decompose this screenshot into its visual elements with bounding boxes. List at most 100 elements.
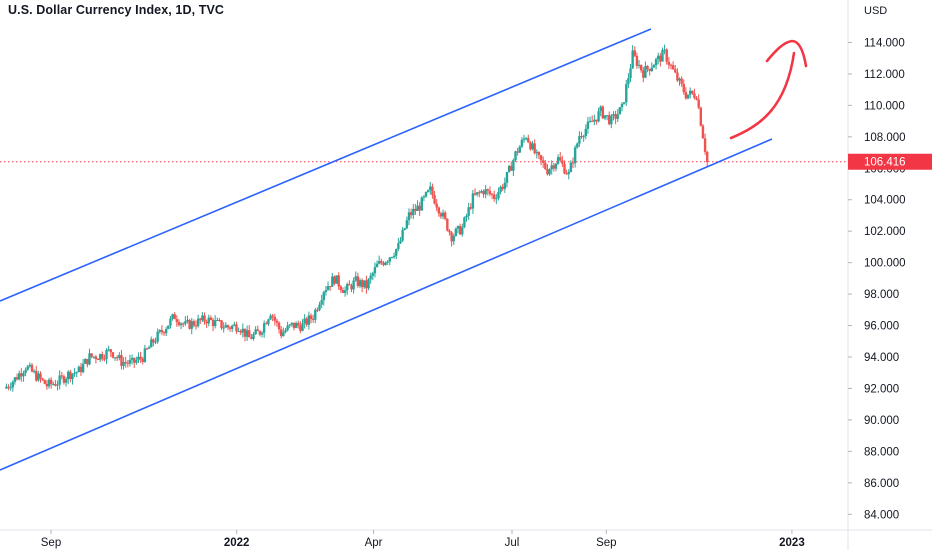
candle-body xyxy=(45,383,49,387)
candle xyxy=(492,190,496,202)
candle xyxy=(657,52,660,65)
candle-body xyxy=(367,279,370,289)
candle-body xyxy=(73,372,76,374)
candle xyxy=(41,377,44,382)
candle xyxy=(541,156,545,168)
candle xyxy=(216,317,219,321)
candle xyxy=(277,321,281,334)
candle xyxy=(179,322,183,330)
candle-body xyxy=(601,106,605,119)
candle-body xyxy=(435,203,438,208)
candle xyxy=(665,48,668,65)
candle-body xyxy=(433,195,436,204)
candle xyxy=(11,380,15,392)
candle-body xyxy=(544,162,547,169)
candle-body xyxy=(584,128,587,137)
candle xyxy=(458,223,462,235)
candle xyxy=(250,333,253,340)
candle-body xyxy=(563,163,566,174)
candle-body xyxy=(98,354,102,360)
candle-body xyxy=(559,157,562,161)
candle-body xyxy=(546,168,549,175)
candle-body xyxy=(348,284,351,286)
drawing-layer[interactable] xyxy=(0,28,808,471)
candle-body xyxy=(314,309,317,320)
candle-body xyxy=(107,349,110,351)
candle xyxy=(213,315,217,329)
candle-body xyxy=(663,49,666,51)
candle xyxy=(111,351,115,359)
candle xyxy=(273,313,277,326)
candle xyxy=(22,370,25,382)
candle xyxy=(652,64,656,68)
candle xyxy=(706,150,709,167)
candle-body xyxy=(446,218,449,231)
candle xyxy=(98,353,102,362)
candle-body xyxy=(341,290,345,293)
candle xyxy=(173,312,176,320)
candle xyxy=(135,356,138,365)
candle xyxy=(573,145,577,168)
candle-body xyxy=(160,330,164,333)
candle xyxy=(297,320,300,329)
candle-body xyxy=(659,55,662,62)
candle xyxy=(120,350,123,370)
candle-body xyxy=(610,115,613,125)
candle-body xyxy=(478,192,481,194)
candle-body xyxy=(52,383,55,385)
candle xyxy=(490,193,494,200)
candle-body xyxy=(352,280,355,290)
candle xyxy=(267,318,270,326)
candle xyxy=(674,65,677,74)
candle-body xyxy=(588,120,592,122)
candle-body xyxy=(162,332,166,334)
candle xyxy=(467,202,470,220)
candle-body xyxy=(69,371,72,380)
candle-layer xyxy=(5,44,709,392)
candle-body xyxy=(113,357,117,359)
candle xyxy=(350,283,353,293)
candle xyxy=(450,231,453,247)
candle xyxy=(431,183,434,199)
candle xyxy=(475,192,479,197)
candle-body xyxy=(635,55,639,66)
candle xyxy=(401,226,404,242)
candle xyxy=(384,261,387,266)
candle-body xyxy=(686,94,690,99)
candle xyxy=(608,111,611,126)
candle xyxy=(595,119,598,125)
candle-body xyxy=(147,347,151,349)
candle xyxy=(678,77,681,86)
candle xyxy=(552,163,556,172)
candle xyxy=(637,59,641,69)
candle-body xyxy=(522,138,526,140)
candle xyxy=(578,131,581,147)
candle-body xyxy=(697,99,700,108)
candle xyxy=(452,233,455,245)
candle xyxy=(231,324,234,333)
candle xyxy=(39,371,42,383)
candle xyxy=(307,311,311,330)
candle xyxy=(644,61,647,79)
candle-body xyxy=(209,317,213,320)
candle-body xyxy=(371,273,374,276)
candle-body xyxy=(512,160,515,171)
candle-body xyxy=(556,157,560,164)
candle xyxy=(686,94,690,100)
candle xyxy=(77,365,81,373)
candle xyxy=(43,379,46,385)
candle-body xyxy=(205,321,208,324)
candle xyxy=(284,327,287,334)
candle xyxy=(316,307,319,313)
candle xyxy=(559,151,562,161)
candle xyxy=(265,321,268,325)
candle xyxy=(292,322,296,331)
y-tick-label: 92.000 xyxy=(864,383,899,395)
candle-body xyxy=(369,275,372,280)
candle-body xyxy=(356,276,360,287)
candle-body xyxy=(412,208,415,216)
candle-body xyxy=(222,327,225,329)
candle-body xyxy=(614,114,617,119)
candle-body xyxy=(207,317,210,324)
